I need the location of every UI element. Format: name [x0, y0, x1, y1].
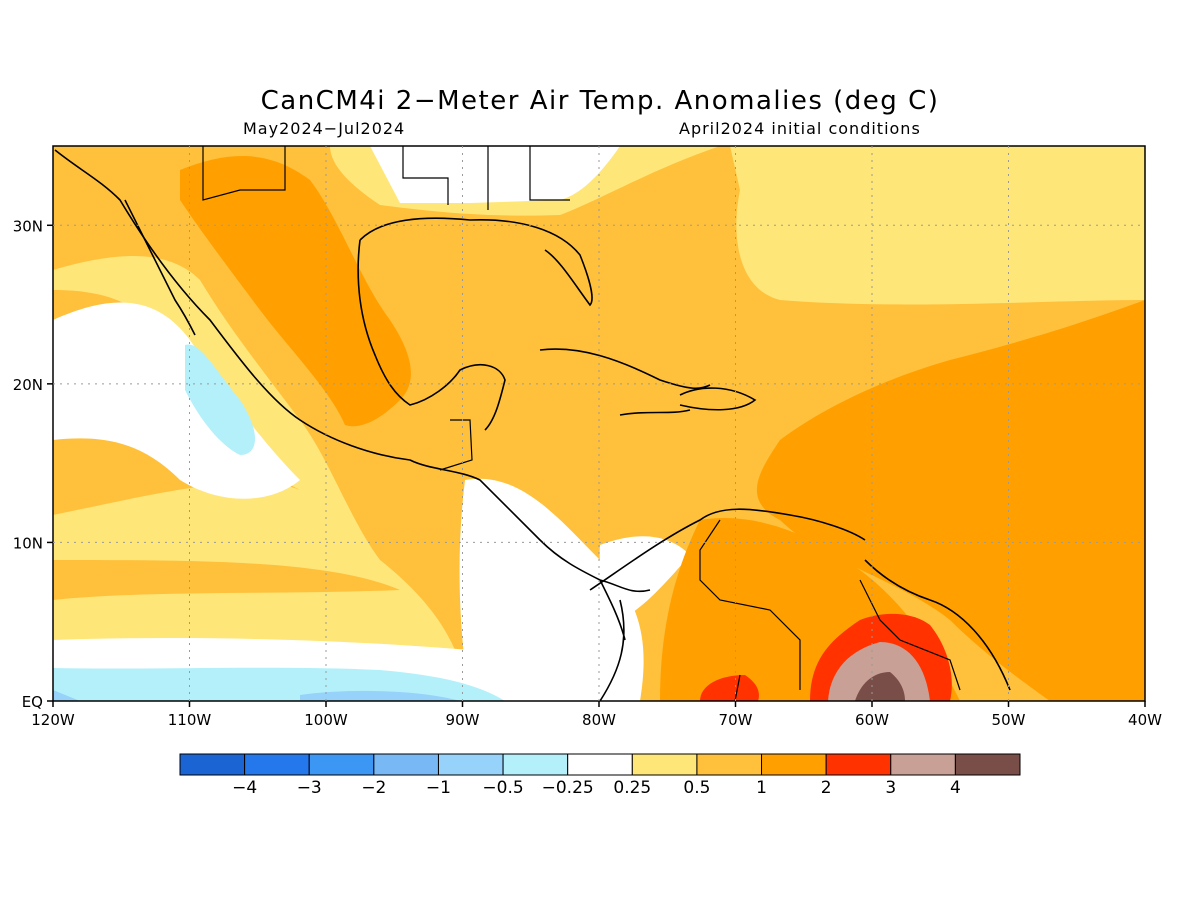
lon-tick-label: 120W	[31, 711, 75, 729]
lat-tick-label: 30N	[13, 217, 43, 235]
colorbar-swatch	[437, 753, 504, 776]
lon-tick-label: 50W	[992, 711, 1026, 729]
colorbar-swatch	[244, 753, 310, 776]
forecast-period: May2024−Jul2024	[243, 119, 406, 138]
colorbar-label: −3	[297, 778, 322, 798]
country-borders	[202, 146, 961, 701]
lon-tick-label: 90W	[446, 711, 480, 729]
colorbar-swatch	[631, 753, 698, 776]
colorbar-swatch	[373, 753, 439, 776]
colorbar-swatch	[567, 753, 633, 776]
initial-conditions: April2024 initial conditions	[679, 119, 921, 138]
colorbar-label: 4	[950, 778, 961, 798]
colorbar-swatch	[954, 753, 1021, 776]
lon-tick-label: 110W	[168, 711, 212, 729]
colorbar-swatch	[696, 753, 763, 776]
colorbar-label: −2	[361, 778, 386, 798]
lon-tick-label: 80W	[582, 711, 616, 729]
colorbar-swatch	[825, 753, 892, 776]
colorbar-label: 3	[885, 778, 896, 798]
coastlines	[54, 149, 1011, 701]
lat-tick-label: 10N	[13, 534, 43, 552]
colorbar-swatch	[308, 753, 375, 776]
colorbar-swatch	[179, 753, 246, 776]
colorbar-swatch	[890, 753, 956, 776]
graticule	[53, 146, 1145, 701]
colorbar-label: 0.25	[613, 778, 651, 798]
colorbar-label: −4	[232, 778, 257, 798]
lon-tick-label: 60W	[855, 711, 889, 729]
colorbar-label: 0.5	[683, 778, 710, 798]
colorbar-label: 2	[821, 778, 832, 798]
colorbar-label: −1	[426, 778, 451, 798]
colorbar-swatch	[761, 753, 827, 776]
colorbar-label: 1	[756, 778, 767, 798]
chart-title: CanCM4i 2−Meter Air Temp. Anomalies (deg…	[260, 86, 940, 116]
lat-tick-label: EQ	[22, 693, 43, 711]
lon-tick-label: 100W	[304, 711, 348, 729]
colorbar-label: −0.25	[542, 778, 594, 798]
colorbar-label: −0.5	[482, 778, 523, 798]
colorbar: −4 −3 −2 −1 −0.5 −0.25 0.25 0.5 1 2 3 4	[179, 753, 1021, 798]
anomaly-field	[53, 146, 1145, 701]
colorbar-swatch	[502, 753, 569, 776]
lon-tick-label: 40W	[1128, 711, 1162, 729]
lat-tick-label: 20N	[13, 376, 43, 394]
lon-tick-label: 70W	[719, 711, 753, 729]
